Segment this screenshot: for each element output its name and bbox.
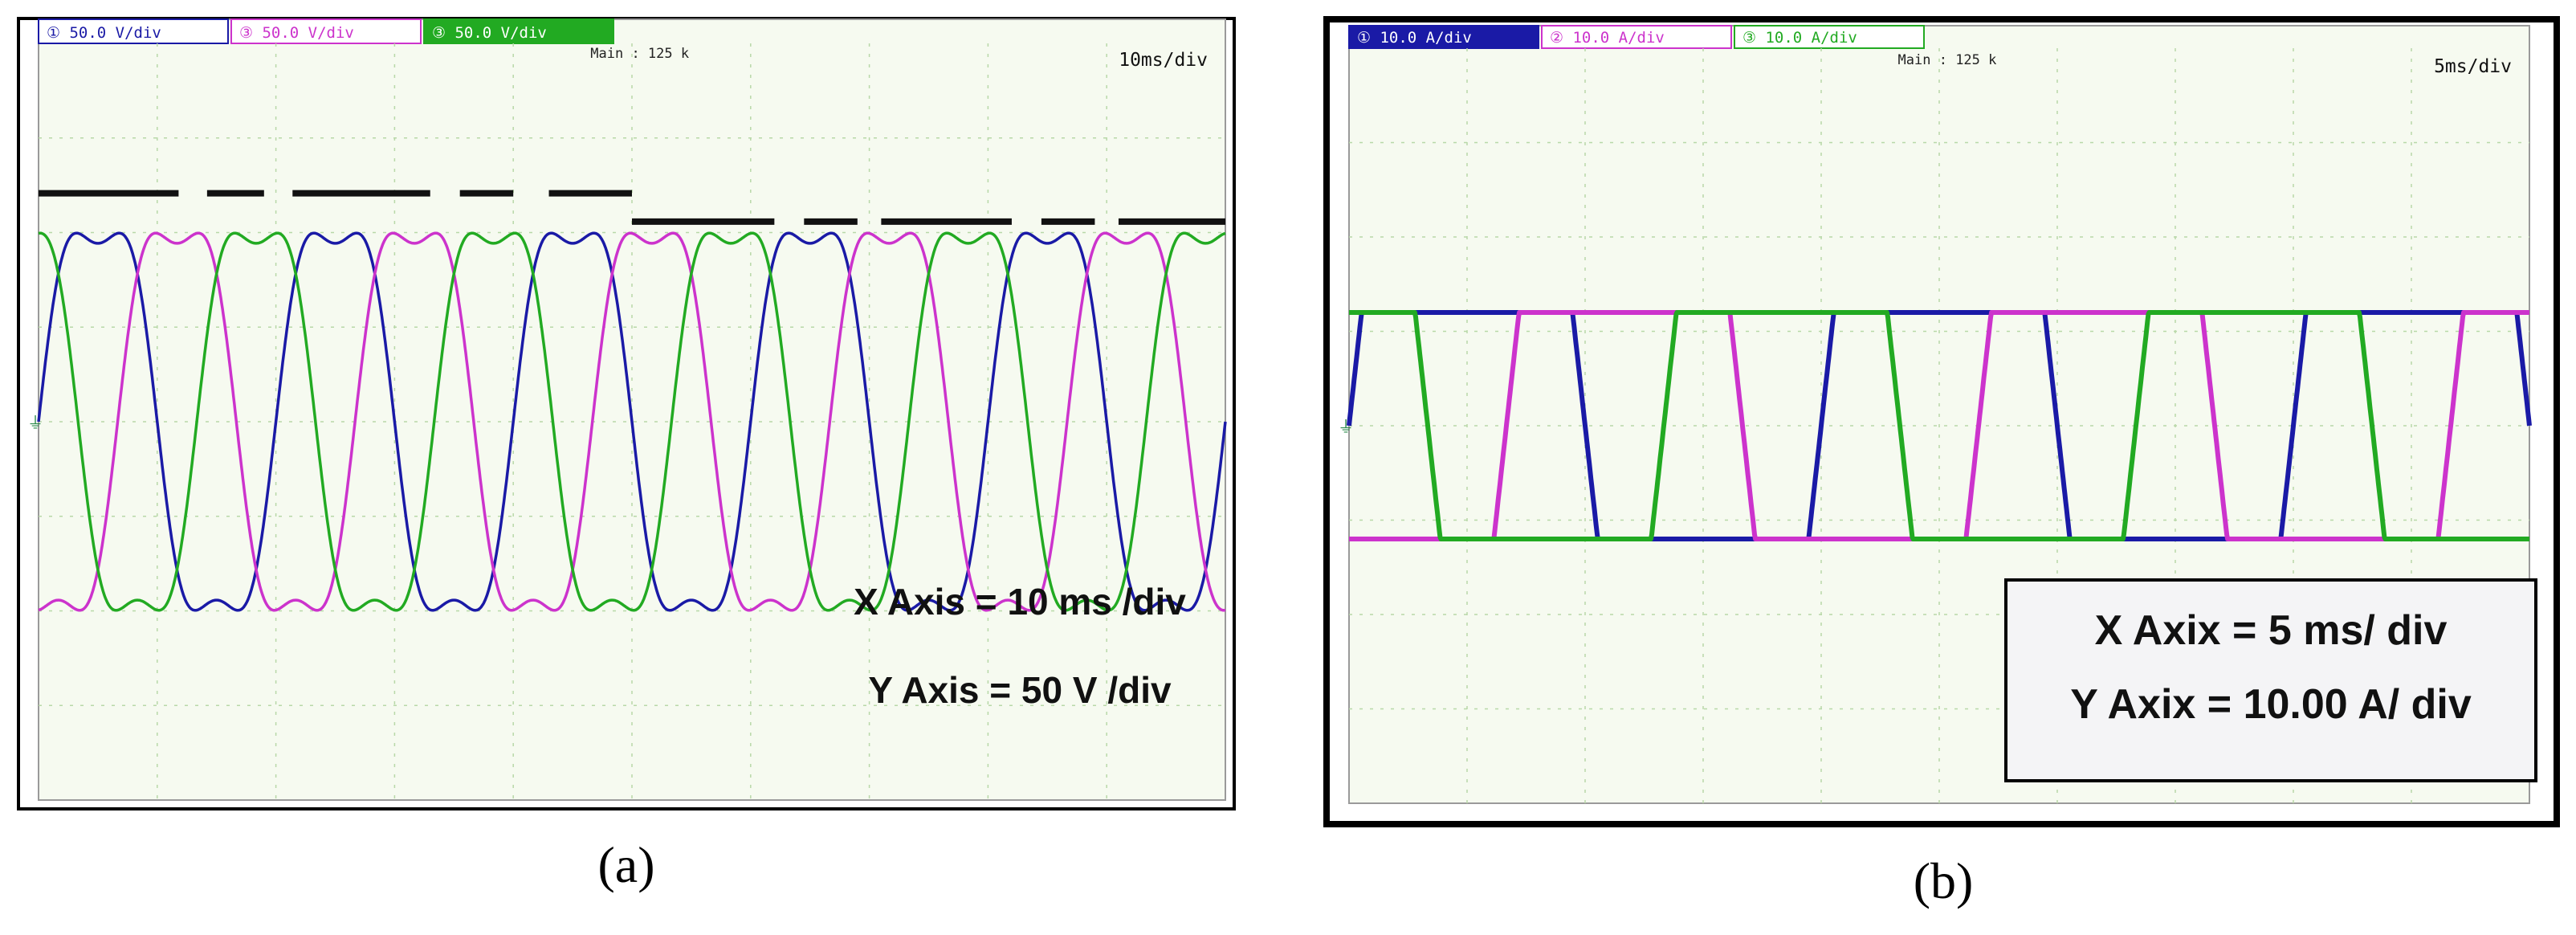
channel-tag-1: ① 10.0 A/div (1348, 25, 1539, 49)
timebase-label: 10ms/div (1119, 50, 1208, 71)
oscilloscope-screen-b: ① 10.0 A/div ② 10.0 A/div ③ 10.0 A/div Main… (1323, 16, 2560, 827)
annotation-line-2: Y Axis = 50 V /div (868, 669, 1172, 711)
scope-panel-a: ① 50.0 V/div ③ 50.0 V/div ③ 50.0 V/div Main… (16, 16, 1237, 811)
channel-tag-text: ① 50.0 V/div (47, 24, 161, 42)
axis-annotation: X Axis = 10 ms /div Y Axis = 50 V /div (854, 581, 1186, 711)
channel-tag-text: ③ 50.0 V/div (239, 24, 354, 42)
channel-tag-text: ③ 50.0 V/div (432, 24, 547, 42)
annotation-line-1: X Axis = 10 ms /div (854, 581, 1186, 623)
caption-a: (a) (597, 836, 655, 893)
waveform-series-1 (37, 231, 1227, 612)
timebase-label: 5ms/div (2434, 56, 2512, 77)
channel-tag-1: ① 50.0 V/div (38, 18, 229, 44)
oscilloscope-screen-a: ① 50.0 V/div ③ 50.0 V/div ③ 50.0 V/div Main… (17, 17, 1236, 810)
channel-tag-3: ③ 50.0 V/div (423, 18, 614, 44)
waveform-series-2 (38, 231, 1226, 612)
peak-reference-dashes (39, 190, 1225, 225)
scope-panel-b: ① 10.0 A/div ② 10.0 A/div ③ 10.0 A/div Main… (1323, 16, 2560, 827)
annotation-line-2: Y Axix = 10.00 A/ div (2070, 681, 2472, 728)
main-label: Main : 125 k (1898, 52, 1997, 68)
channel-tag-2: ③ 50.0 V/div (230, 18, 422, 44)
channel-tag-text: ① 10.0 A/div (1357, 29, 1472, 47)
waveform-series-3 (38, 231, 1226, 612)
channel-tag-3: ③ 10.0 A/div (1734, 25, 1925, 49)
annotation-box (2004, 578, 2537, 782)
channel-tag-2: ② 10.0 A/div (1541, 25, 1732, 49)
caption-b: (b) (1913, 852, 1974, 909)
axis-annotation: X Axix = 5 ms/ div Y Axix = 10.00 A/ div (2004, 578, 2537, 782)
main-label: Main : 125 k (590, 46, 689, 62)
channel-tag-text: ② 10.0 A/div (1550, 29, 1665, 47)
annotation-line-1: X Axix = 5 ms/ div (2095, 607, 2448, 654)
channel-tag-text: ③ 10.0 A/div (1742, 29, 1857, 47)
ground-marker-icon: ⏚ (27, 413, 43, 432)
waveform-series-3 (1347, 310, 2531, 541)
